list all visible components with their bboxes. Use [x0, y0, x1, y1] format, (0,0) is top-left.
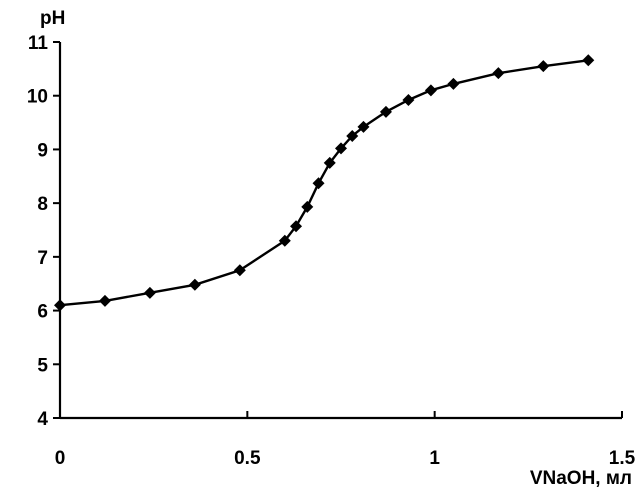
data-point-marker	[290, 220, 303, 233]
x-tick-label: 1	[429, 448, 440, 469]
data-point-marker	[402, 94, 415, 107]
y-axis-title: pH	[40, 8, 65, 29]
data-point-marker	[143, 286, 156, 299]
data-point-marker	[278, 234, 291, 247]
y-axis-ticks: 4 5 6 7 8 9 10 11	[27, 33, 60, 430]
axes	[58, 42, 622, 420]
y-tick-label: 11	[28, 33, 49, 54]
x-tick-label: 0.5	[234, 448, 261, 469]
y-tick-label: 5	[37, 355, 48, 376]
data-point-marker	[379, 105, 392, 118]
data-point-marker	[323, 156, 336, 169]
data-point-marker	[346, 130, 359, 142]
x-tick-label: 1.5	[609, 448, 636, 469]
data-point-marker	[447, 77, 460, 90]
data-point-marker	[98, 294, 111, 307]
x-axis-title: VNaOH, мл	[530, 468, 632, 489]
data-points	[54, 54, 595, 312]
data-point-marker	[312, 177, 325, 190]
y-tick-label: 8	[37, 194, 48, 215]
data-point-marker	[424, 84, 437, 97]
data-point-marker	[537, 60, 550, 73]
data-point-marker	[54, 299, 66, 312]
data-point-marker	[233, 264, 246, 277]
data-point-marker	[301, 200, 314, 213]
data-point-marker	[492, 67, 505, 80]
y-tick-label: 10	[27, 87, 48, 108]
data-point-marker	[582, 54, 595, 67]
data-point-marker	[335, 142, 347, 155]
y-tick-label: 4	[37, 409, 48, 430]
x-axis-ticks: 0 0.5 1 1.5	[55, 411, 636, 469]
y-tick-label: 6	[37, 302, 48, 323]
series-line	[59, 59, 589, 307]
y-tick-label: 7	[37, 248, 48, 269]
data-point-marker	[357, 120, 370, 133]
data-point-marker	[188, 278, 201, 291]
x-tick-label: 0	[55, 448, 66, 469]
y-tick-label: 9	[37, 140, 48, 161]
